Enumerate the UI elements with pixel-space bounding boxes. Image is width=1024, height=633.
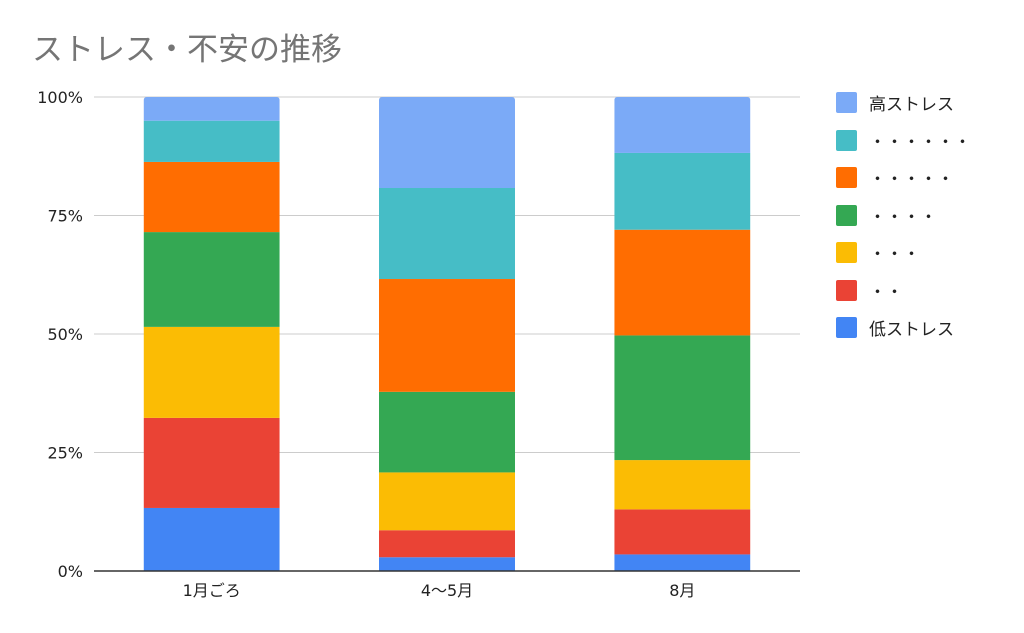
x-tick-label: 4〜5月 <box>421 581 473 600</box>
bar-segment <box>379 530 515 558</box>
legend-item: ・・・・ <box>836 197 1016 235</box>
legend-swatch <box>836 279 857 301</box>
legend-label: ・・ <box>869 282 903 303</box>
legend-item: ・・ <box>836 272 1016 310</box>
legend-swatch <box>836 92 857 114</box>
bar-segment <box>143 161 280 233</box>
y-tick-label: 50% <box>47 325 83 344</box>
legend-swatch <box>836 129 857 151</box>
bar-stack <box>143 97 280 571</box>
bar-stack <box>379 97 515 571</box>
bar-segment <box>614 335 751 461</box>
legend-item: ・・・・・・ <box>836 122 1016 160</box>
bar-segment <box>143 97 280 121</box>
bar-segment <box>379 557 515 571</box>
y-tick-label: 25% <box>47 444 83 463</box>
bar-stack <box>614 97 751 571</box>
bar-segment <box>143 417 280 508</box>
y-tick-label: 75% <box>47 207 83 226</box>
legend-swatch <box>836 317 857 339</box>
bar-segment <box>614 460 751 510</box>
bar-segment <box>379 279 515 392</box>
bar-segment <box>379 391 515 473</box>
bar-segment <box>614 97 751 153</box>
legend-label: ・・・ <box>869 245 920 266</box>
x-tick-label: 1月ごろ <box>183 581 241 600</box>
legend-swatch <box>836 204 857 226</box>
legend-item: ・・・ <box>836 234 1016 272</box>
legend-item: 低ストレス <box>836 309 1016 347</box>
chart-title: ストレス・不安の推移 <box>32 32 342 68</box>
y-tick-label: 100% <box>37 88 83 107</box>
bar-segment <box>379 188 515 280</box>
bar-segment <box>614 509 751 555</box>
bar-segment <box>143 326 280 418</box>
legend-swatch <box>836 242 857 264</box>
legend-label: ・・・・・・ <box>869 132 971 153</box>
bar-segment <box>614 152 751 230</box>
bar-segment <box>143 120 280 162</box>
legend-item: 高ストレス <box>836 84 1016 122</box>
bar-segment <box>143 507 280 571</box>
legend-label: ・・・・・ <box>869 170 954 191</box>
legend-item: ・・・・・ <box>836 159 1016 197</box>
legend-label: ・・・・ <box>869 207 937 228</box>
legend-label: 高ストレス <box>869 95 954 116</box>
bar-segment <box>614 554 751 571</box>
legend-label: 低ストレス <box>869 320 954 341</box>
bar-segment <box>614 229 751 336</box>
legend-swatch <box>836 167 857 189</box>
x-tick-label: 8月 <box>669 581 695 600</box>
bar-segment <box>379 97 515 189</box>
y-tick-label: 0% <box>58 562 83 581</box>
bar-segment <box>143 232 280 327</box>
bar-segment <box>379 472 515 531</box>
chart-legend: 高ストレス ・・・・・・ ・・・・・ ・・・・ ・・・ ・・ 低ストレス <box>836 84 1016 347</box>
